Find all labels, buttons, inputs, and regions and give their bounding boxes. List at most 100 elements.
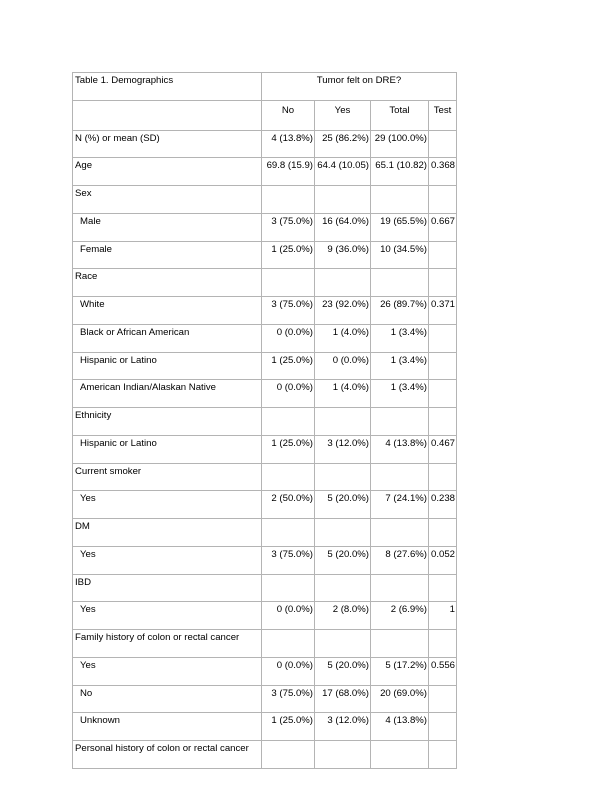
cell-total — [370, 462, 429, 492]
header-blank — [72, 99, 262, 131]
cell-no: 0 (0.0%) — [261, 656, 315, 686]
row-label: Race — [72, 268, 262, 297]
cell-total — [370, 407, 429, 436]
cell-total: 19 (65.5%) — [370, 212, 429, 242]
table-row: Ethnicity — [72, 407, 458, 436]
row-label: Ethnicity — [72, 407, 262, 436]
cell-test — [427, 185, 458, 214]
cell-yes: 0 (0.0%) — [314, 351, 371, 381]
cell-no: 3 (75.0%) — [261, 296, 315, 325]
table-row: Personal history of colon or rectal canc… — [72, 740, 458, 769]
cell-test: 0.368 — [427, 157, 458, 186]
cell-test — [427, 629, 458, 658]
cell-total — [370, 573, 429, 603]
cell-yes: 3 (12.0%) — [314, 434, 371, 464]
cell-total — [370, 268, 429, 297]
cell-total: 26 (89.7%) — [370, 296, 429, 325]
column-header-test: Test — [427, 99, 458, 131]
cell-test — [427, 573, 458, 603]
table-row: Black or African American 0 (0.0%) 1 (4.0%… — [72, 323, 458, 353]
cell-no: 3 (75.0%) — [261, 545, 315, 575]
cell-total: 1 (3.4%) — [370, 323, 429, 353]
table-row: Sex — [72, 185, 458, 214]
row-label: N (%) or mean (SD) — [72, 129, 262, 159]
cell-total: 65.1 (10.82) — [370, 157, 429, 186]
cell-no — [261, 407, 315, 436]
cell-yes: 9 (36.0%) — [314, 240, 371, 270]
row-label: Family history of colon or rectal cancer — [72, 629, 262, 658]
table-row: Female 1 (25.0%) 9 (36.0%) 10 (34.5%) — [72, 240, 458, 270]
cell-no — [261, 185, 315, 214]
cell-yes: 1 (4.0%) — [314, 323, 371, 353]
cell-total: 7 (24.1%) — [370, 490, 429, 519]
header-row-group: Table 1. Demographics Tumor felt on DRE? — [72, 72, 458, 101]
cell-total: 4 (13.8%) — [370, 434, 429, 464]
table-row: DM — [72, 518, 458, 547]
row-label: Black or African American — [72, 323, 262, 353]
group-header: Tumor felt on DRE? — [260, 72, 458, 101]
cell-no: 2 (50.0%) — [261, 490, 315, 519]
cell-test — [427, 462, 458, 492]
table-row: Hispanic or Latino 1 (25.0%) 3 (12.0%) 4 (1… — [72, 434, 458, 464]
table-row: Family history of colon or rectal cancer — [72, 629, 458, 658]
table-row: Race — [72, 268, 458, 297]
cell-test — [427, 323, 458, 353]
row-label: Age — [72, 157, 262, 186]
table-row: Male 3 (75.0%) 16 (64.0%) 19 (65.5%) 0.667 — [72, 212, 458, 242]
row-label: American Indian/Alaskan Native — [72, 379, 262, 408]
cell-test — [427, 712, 458, 741]
cell-no: 3 (75.0%) — [261, 212, 315, 242]
row-label: Male — [72, 212, 262, 242]
row-label: IBD — [72, 573, 262, 603]
row-label: White — [72, 296, 262, 325]
column-header-no: No — [261, 99, 315, 131]
cell-test — [427, 240, 458, 270]
cell-total: 5 (17.2%) — [370, 656, 429, 686]
table-row: Hispanic or Latino 1 (25.0%) 0 (0.0%) 1 (3.… — [72, 351, 458, 381]
row-label: Hispanic or Latino — [72, 434, 262, 464]
cell-test — [427, 407, 458, 436]
row-label: DM — [72, 518, 262, 547]
cell-yes: 3 (12.0%) — [314, 712, 371, 741]
cell-no — [261, 462, 315, 492]
cell-total: 1 (3.4%) — [370, 379, 429, 408]
cell-test — [427, 129, 458, 159]
cell-yes: 2 (8.0%) — [314, 601, 371, 630]
cell-no: 0 (0.0%) — [261, 601, 315, 630]
cell-total: 2 (6.9%) — [370, 601, 429, 630]
row-label: Sex — [72, 185, 262, 214]
table-row: Yes 0 (0.0%) 2 (8.0%) 2 (6.9%) 1 — [72, 601, 458, 630]
table-row: White 3 (75.0%) 23 (92.0%) 26 (89.7%) 0.371 — [72, 296, 458, 325]
cell-test: 0.667 — [427, 212, 458, 242]
row-label: Yes — [72, 490, 262, 519]
cell-no — [261, 740, 315, 769]
cell-test — [427, 740, 458, 769]
cell-no: 69.8 (15.9) — [261, 157, 315, 186]
cell-total — [370, 185, 429, 214]
cell-no — [261, 268, 315, 297]
cell-test: 0.238 — [427, 490, 458, 519]
table-row: N (%) or mean (SD) 4 (13.8%) 25 (86.2%) 29 … — [72, 129, 458, 159]
table-row: American Indian/Alaskan Native 0 (0.0%) 1 … — [72, 379, 458, 408]
row-label: Yes — [72, 601, 262, 630]
cell-yes: 5 (20.0%) — [314, 490, 371, 519]
cell-test: 1 — [427, 601, 458, 630]
row-label: Current smoker — [72, 462, 262, 492]
demographics-table: Table 1. Demographics Tumor felt on DRE?… — [72, 72, 458, 769]
cell-yes: 1 (4.0%) — [314, 379, 371, 408]
cell-yes: 5 (20.0%) — [314, 656, 371, 686]
cell-test: 0.052 — [427, 545, 458, 575]
row-label: Personal history of colon or rectal canc… — [72, 740, 262, 769]
cell-yes: 16 (64.0%) — [314, 212, 371, 242]
cell-yes: 17 (68.0%) — [314, 684, 371, 714]
table-row: Unknown 1 (25.0%) 3 (12.0%) 4 (13.8%) — [72, 712, 458, 741]
cell-no: 1 (25.0%) — [261, 712, 315, 741]
table-row: Age 69.8 (15.9) 64.4 (10.05) 65.1 (10.82) 0.… — [72, 157, 458, 186]
cell-test: 0.467 — [427, 434, 458, 464]
cell-total — [370, 518, 429, 547]
cell-total: 4 (13.8%) — [370, 712, 429, 741]
cell-yes: 5 (20.0%) — [314, 545, 371, 575]
column-header-yes: Yes — [314, 99, 371, 131]
cell-total — [370, 740, 429, 769]
header-row-columns: No Yes Total Test — [72, 99, 458, 131]
